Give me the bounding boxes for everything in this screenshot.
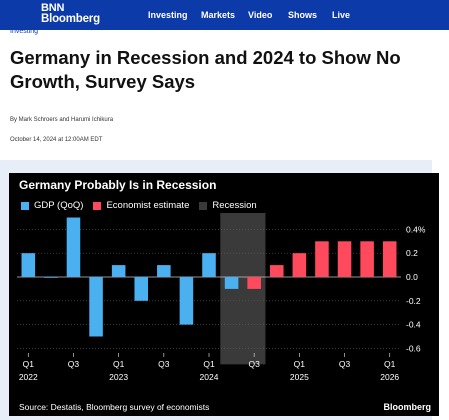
x-tick-label: Q1 bbox=[294, 359, 306, 369]
y-tick-label: 0.0 bbox=[406, 272, 418, 282]
nav-shows[interactable]: Shows bbox=[288, 10, 318, 20]
chart-source: Source: Destatis, Bloomberg survey of ec… bbox=[19, 402, 210, 412]
estimate-bar bbox=[337, 241, 352, 277]
legend-recession-swatch bbox=[199, 201, 208, 210]
estimate-bar bbox=[315, 241, 329, 277]
article-byline: By Mark Schroers and Harumi Ichikura bbox=[10, 117, 114, 123]
gdp-bar bbox=[224, 277, 239, 289]
legend-recession: Recession bbox=[199, 200, 257, 211]
recession-chart: Germany Probably Is in Recession GDP (Qo… bbox=[9, 173, 439, 416]
nav-video[interactable]: Video bbox=[248, 10, 273, 20]
top-nav-bar: BNN Bloomberg Investing Markets Video Sh… bbox=[0, 0, 449, 30]
bnn-bloomberg-logo[interactable]: BNN Bloomberg bbox=[41, 2, 100, 25]
estimate-bar bbox=[292, 253, 307, 277]
x-tick-label: Q3 bbox=[249, 359, 261, 369]
gdp-bar bbox=[66, 217, 81, 277]
x-tick-label: Q1 bbox=[113, 359, 125, 369]
chart-title: Germany Probably Is in Recession bbox=[19, 178, 217, 192]
estimate-bar bbox=[382, 241, 397, 277]
y-tick-label: -0.2 bbox=[406, 296, 421, 306]
x-tick-year: 2025 bbox=[290, 372, 309, 382]
gdp-bar bbox=[179, 277, 194, 325]
x-tick-year: 2024 bbox=[200, 372, 219, 382]
x-tick-label: Q1 bbox=[203, 359, 215, 369]
chart-legend: GDP (QoQ) Economist estimate Recession bbox=[21, 200, 267, 211]
article-date: October 14, 2024 at 12:00AM EDT bbox=[10, 137, 103, 143]
x-tick-label: Q1 bbox=[384, 359, 396, 369]
estimate-bar bbox=[247, 277, 261, 289]
gdp-bar bbox=[89, 277, 103, 337]
gdp-bar bbox=[157, 265, 171, 277]
x-tick-label: Q3 bbox=[68, 359, 80, 369]
gdp-bar bbox=[202, 253, 216, 277]
x-tick-label: Q3 bbox=[158, 359, 170, 369]
x-tick-label: Q1 bbox=[23, 359, 35, 369]
legend-estimate-swatch bbox=[93, 201, 102, 210]
gdp-bar bbox=[111, 265, 126, 277]
x-tick-year: 2022 bbox=[19, 372, 38, 382]
nav-markets[interactable]: Markets bbox=[201, 10, 236, 20]
gdp-bar bbox=[21, 253, 36, 277]
nav-live[interactable]: Live bbox=[332, 10, 351, 20]
estimate-bar bbox=[360, 241, 374, 277]
x-tick-year: 2026 bbox=[380, 372, 399, 382]
chart-plot: 0.4% 0.2 0.0 -0.2 -0.4 -0.6 Q1 2022 Q3 Q1 2023 Q3 Q1… bbox=[17, 213, 426, 382]
y-tick-label: 0.2 bbox=[406, 248, 418, 258]
y-tick-label: 0.4% bbox=[406, 224, 426, 234]
x-tick-label: Q3 bbox=[339, 359, 351, 369]
y-tick-label: -0.6 bbox=[406, 343, 421, 353]
gdp-bar bbox=[134, 277, 149, 301]
article-headline: Germany in Recession and 2024 to Show No… bbox=[10, 47, 401, 92]
legend-gdp-swatch bbox=[21, 201, 29, 210]
legend-estimate: Economist estimate bbox=[93, 200, 189, 211]
x-tick-year: 2023 bbox=[109, 372, 128, 382]
nav-investing[interactable]: Investing bbox=[148, 10, 188, 20]
y-tick-label: -0.4 bbox=[406, 320, 421, 330]
gdp-bar bbox=[44, 277, 58, 278]
bloomberg-chart-logo: Bloomberg bbox=[383, 402, 431, 412]
estimate-bar bbox=[269, 265, 284, 277]
legend-gdp: GDP (QoQ) bbox=[21, 200, 83, 211]
section-link[interactable]: Investing bbox=[10, 28, 39, 35]
